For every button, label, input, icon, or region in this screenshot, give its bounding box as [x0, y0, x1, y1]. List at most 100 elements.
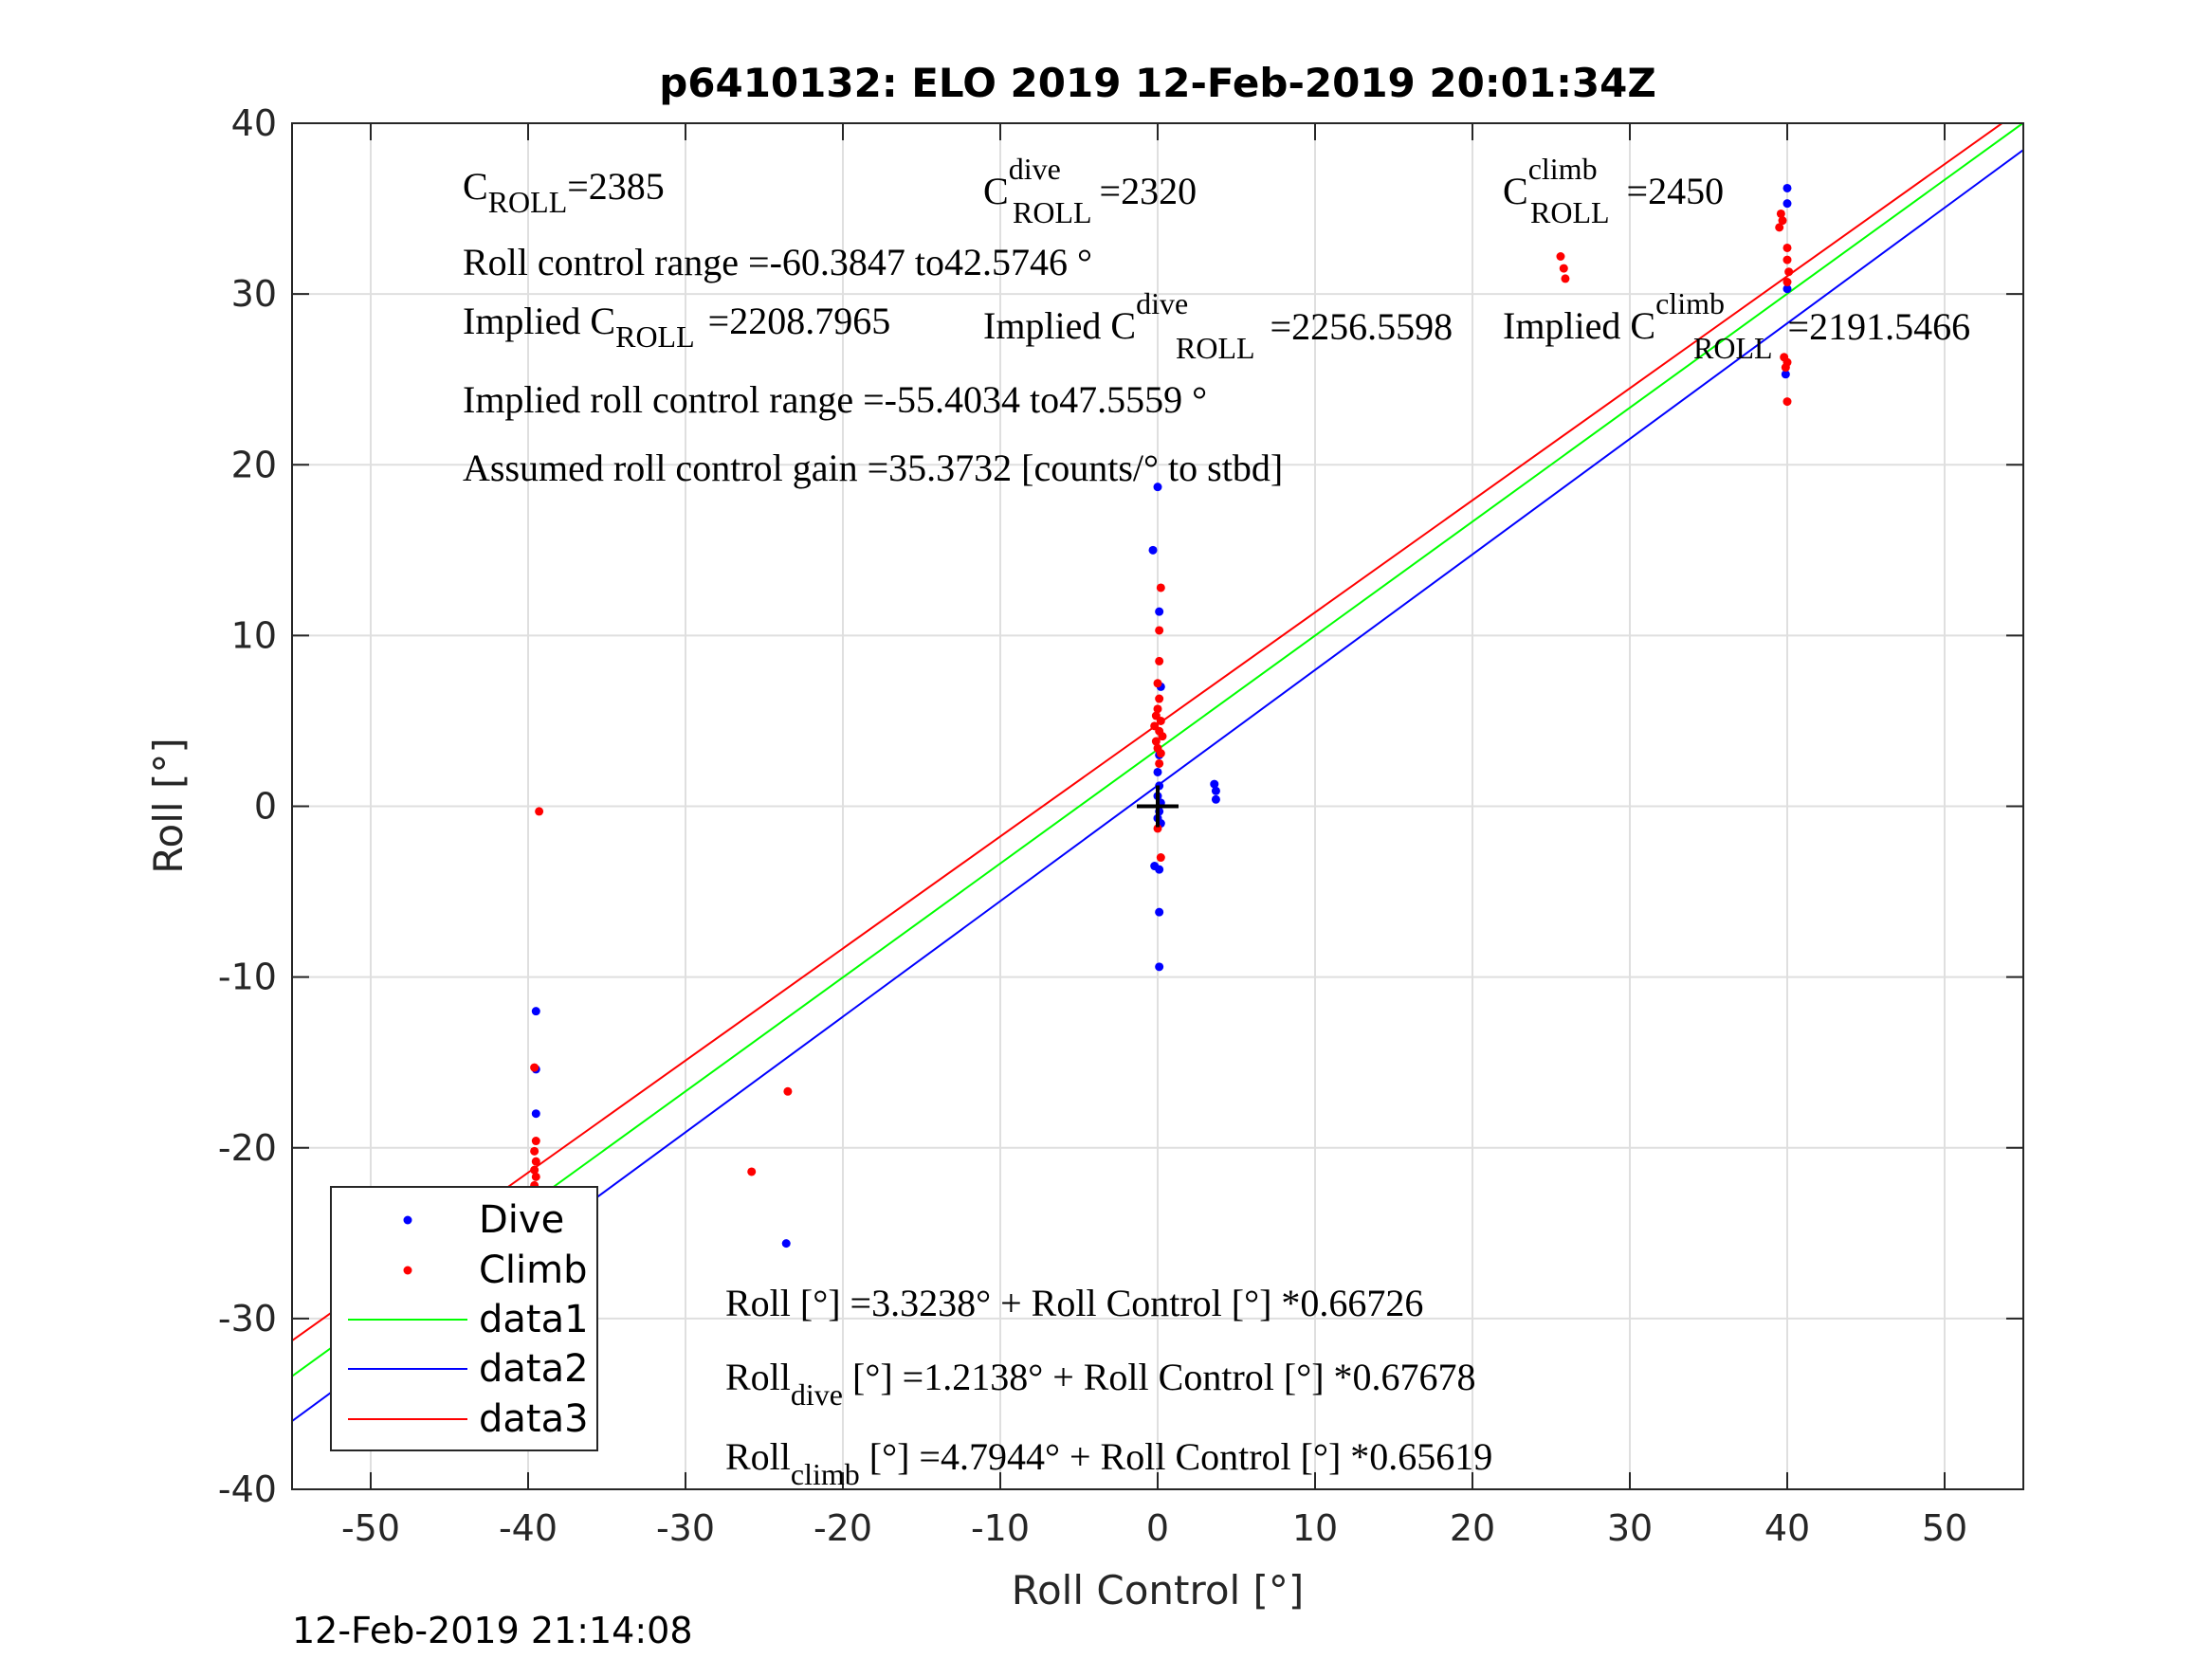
implied-c-roll-annotation: Implied CROLL =2208.7965: [463, 300, 890, 354]
climb-point: [535, 807, 544, 816]
x-tick-label: -10: [971, 1507, 1030, 1549]
climb-point: [1782, 397, 1792, 407]
roll-range-annotation: Roll control range =-60.3847 to42.5746 °: [463, 241, 1092, 283]
dive-point: [1155, 865, 1164, 874]
dive-point: [1211, 794, 1220, 804]
origin-marker: [1137, 785, 1179, 828]
climb-point: [1153, 824, 1162, 833]
x-tick-label: -40: [499, 1507, 558, 1549]
x-tick-label: 40: [1764, 1507, 1810, 1549]
climb-point: [747, 1167, 757, 1176]
x-tick-label: -20: [814, 1507, 872, 1549]
legend-climb-label: Climb: [479, 1249, 588, 1292]
dive-point: [1781, 370, 1790, 379]
plot-frame: [291, 122, 2024, 1490]
climb-point: [1778, 216, 1787, 226]
climb-point: [1782, 278, 1792, 287]
x-tick-label: -30: [656, 1507, 715, 1549]
x-tick-label: -50: [341, 1507, 400, 1549]
assumed-gain-annotation: Assumed roll control gain =35.3732 [coun…: [463, 447, 1283, 489]
climb-point: [530, 1063, 539, 1072]
climb-point: [1155, 694, 1164, 703]
y-tick-label: 20: [231, 444, 277, 485]
dive-point: [1155, 607, 1164, 616]
x-tick-label: 0: [1146, 1507, 1169, 1549]
fit-climb-equation: Rollclimb [°] =4.7944° + Roll Control [°…: [725, 1435, 1492, 1491]
climb-point: [1153, 679, 1162, 688]
legend-data2-label: data2: [479, 1347, 589, 1391]
x-tick-label: 30: [1607, 1507, 1653, 1549]
climb-point: [531, 1172, 540, 1181]
fit-all-equation: Roll [°] =3.3238° + Roll Control [°] *0.…: [725, 1282, 1423, 1324]
chart-title: p6410132: ELO 2019 12-Feb-2019 20:01:34Z: [659, 60, 1656, 106]
implied-range-annotation: Implied roll control range =-55.4034 to4…: [463, 378, 1207, 421]
y-tick-label: 0: [254, 786, 277, 828]
y-axis-label: Roll [°]: [145, 738, 192, 873]
climb-point: [1156, 583, 1165, 592]
dive-point: [1210, 779, 1219, 789]
x-axis-label: Roll Control [°]: [1012, 1567, 1305, 1613]
climb-point: [1782, 243, 1792, 252]
dive-point: [1211, 786, 1220, 795]
climb-point: [1156, 716, 1165, 725]
c-roll-dive-annotation-sub: ROLL =2320: [1013, 170, 1197, 229]
climb-point: [1776, 209, 1785, 218]
climb-point: [1782, 255, 1792, 264]
dive-point: [781, 1239, 791, 1249]
x-axis-ticks: -50 -40 -30 -20 -10 0 10 20 30 40 50: [341, 123, 1967, 1549]
legend-data3-label: data3: [479, 1397, 589, 1441]
c-roll-annotation: CROLL=2385: [463, 165, 665, 219]
climb-point: [1151, 737, 1161, 746]
climb-point: [531, 1157, 540, 1166]
climb-point: [530, 1165, 539, 1175]
x-tick-label: 10: [1292, 1507, 1338, 1549]
climb-point: [1155, 758, 1164, 768]
legend-dive-marker: [403, 1215, 412, 1225]
legend-dive-label: Dive: [479, 1198, 564, 1242]
legend-data1-label: data1: [479, 1298, 589, 1341]
legend-climb-marker: [403, 1266, 412, 1275]
legend: Dive Climb data1 data2 data3: [330, 1186, 598, 1451]
climb-point: [1561, 274, 1570, 283]
y-tick-label: 40: [231, 102, 277, 144]
climb-point: [1153, 704, 1162, 714]
climb-point: [1158, 732, 1167, 741]
climb-point: [530, 1146, 539, 1156]
dive-point: [1148, 545, 1158, 555]
dive-point: [1153, 767, 1162, 776]
implied-c-roll-dive-annotation-sub: ROLL =2256.5598: [1176, 305, 1453, 365]
climb-point: [1155, 656, 1164, 665]
y-tick-label: 10: [231, 614, 277, 656]
climb-point: [783, 1086, 793, 1096]
x-tick-label: 50: [1922, 1507, 1967, 1549]
dive-point: [1782, 183, 1792, 192]
dive-point: [531, 1007, 540, 1016]
dive-point: [1155, 907, 1164, 917]
climb-point: [1559, 264, 1568, 273]
dive-point: [1155, 962, 1164, 972]
fit-dive-equation: Rolldive [°] =1.2138° + Roll Control [°]…: [725, 1356, 1476, 1412]
climb-point: [1784, 267, 1794, 277]
climb-point: [531, 1137, 540, 1146]
y-tick-label: -30: [218, 1298, 277, 1340]
climb-point: [1782, 357, 1792, 367]
climb-point: [1156, 853, 1165, 863]
climb-point: [1155, 626, 1164, 635]
climb-point: [1775, 223, 1784, 232]
climb-point: [1156, 749, 1165, 758]
c-roll-dive-annotation: Cdive: [983, 152, 1061, 212]
climb-point: [1556, 251, 1565, 261]
x-tick-label: 20: [1450, 1507, 1495, 1549]
y-tick-label: -20: [218, 1127, 277, 1169]
render-timestamp: 12-Feb-2019 21:14:08: [292, 1610, 693, 1651]
c-roll-climb-annotation: Cclimb: [1503, 152, 1598, 212]
c-roll-climb-annotation-sub: ROLL =2450: [1530, 170, 1724, 229]
y-tick-label: 30: [231, 273, 277, 315]
implied-c-roll-dive-annotation: Implied Cdive: [983, 286, 1188, 347]
dive-point: [531, 1109, 540, 1119]
dive-point: [1782, 199, 1792, 209]
y-tick-label: -40: [218, 1468, 277, 1510]
dive-point: [1782, 284, 1792, 294]
dive-point: [1153, 483, 1162, 492]
